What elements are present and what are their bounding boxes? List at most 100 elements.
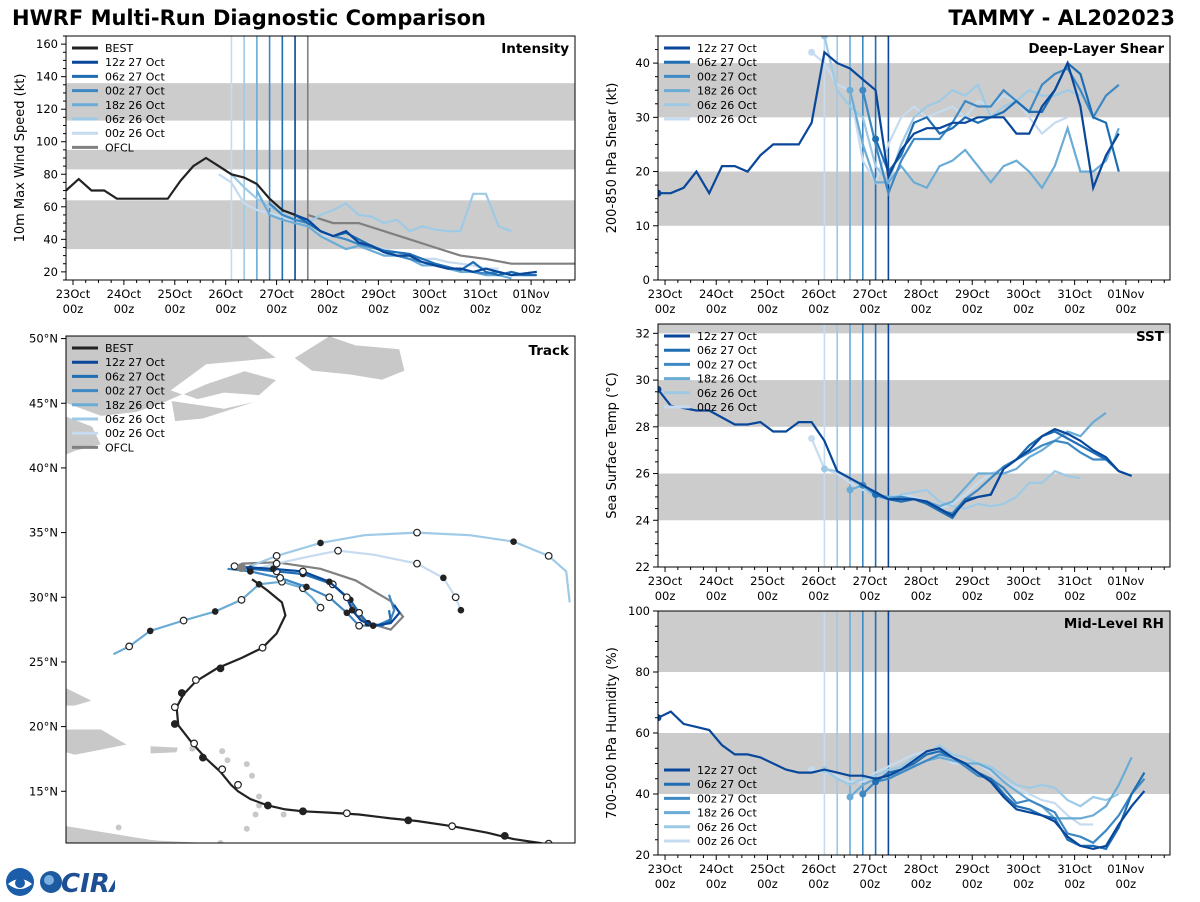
intensity-ytick-label: 120 bbox=[36, 102, 58, 116]
island bbox=[115, 824, 122, 831]
shear-legend-label: 06z 26 Oct bbox=[697, 99, 757, 112]
sst-legend-label: 18z 26 Oct bbox=[697, 373, 757, 386]
track-point-open bbox=[413, 528, 421, 537]
land-mass bbox=[149, 745, 179, 755]
rh-xtick-sublabel: 00z bbox=[706, 877, 727, 891]
track-legend-label: 06z 26 Oct bbox=[105, 413, 165, 426]
rh-xtick-label: 31Oct bbox=[1057, 862, 1092, 876]
track-point-open bbox=[355, 621, 364, 630]
intensity-xtick-sublabel: 00z bbox=[317, 302, 338, 316]
rh-xtick-label: 25Oct bbox=[750, 862, 785, 876]
intensity-xtick-sublabel: 00z bbox=[470, 302, 491, 316]
sst-ytick-label: 26 bbox=[635, 467, 650, 481]
shear-series-5 bbox=[810, 51, 1069, 186]
track-point-open bbox=[299, 567, 307, 576]
page-title: HWRF Multi-Run Diagnostic Comparison bbox=[12, 6, 487, 30]
track-best-point bbox=[258, 643, 267, 652]
island bbox=[256, 802, 263, 809]
sst-series-start-0 bbox=[658, 385, 662, 393]
island bbox=[219, 748, 226, 755]
sst-xtick-sublabel: 00z bbox=[860, 589, 881, 603]
shear-series-start-2 bbox=[859, 86, 867, 94]
sst-xtick-sublabel: 00z bbox=[962, 589, 983, 603]
track-legend-label: 00z 27 Oct bbox=[105, 385, 165, 398]
shear-xtick-label: 28Oct bbox=[904, 287, 939, 301]
intensity-panel-title: Intensity bbox=[501, 41, 569, 57]
track-point-filled bbox=[348, 606, 356, 614]
track-run-5 bbox=[255, 549, 462, 611]
shear-series-start-3 bbox=[846, 86, 854, 94]
intensity-ofcl-line bbox=[307, 213, 575, 265]
track-point-open bbox=[342, 593, 351, 602]
shear-series-start-0 bbox=[658, 189, 662, 197]
shear-ytick-label: 30 bbox=[635, 110, 650, 124]
track-point-filled bbox=[343, 609, 351, 617]
sst-series-start-5 bbox=[808, 434, 816, 442]
track-panel-title: Track bbox=[529, 343, 570, 359]
track-frame bbox=[65, 335, 576, 844]
sst-xtick-sublabel: 00z bbox=[757, 589, 778, 603]
shear-xtick-sublabel: 00z bbox=[962, 302, 983, 316]
shear-xtick-sublabel: 00z bbox=[757, 302, 778, 316]
shear-xtick-sublabel: 00z bbox=[1013, 302, 1034, 316]
shear-ytick-label: 20 bbox=[635, 165, 650, 179]
sst-ylabel: Sea Surface Temp (°C) bbox=[605, 372, 620, 519]
intensity-legend-label: BEST bbox=[105, 42, 133, 55]
intensity-xtick-label: 27Oct bbox=[259, 287, 294, 301]
sst-threshold-band bbox=[658, 324, 1170, 334]
sst-xtick-sublabel: 00z bbox=[911, 589, 932, 603]
shear-legend-label: 12z 27 Oct bbox=[697, 42, 757, 55]
track-run-3 bbox=[112, 580, 322, 656]
intensity-xtick-sublabel: 00z bbox=[114, 302, 135, 316]
track-point-filled bbox=[211, 608, 219, 615]
intensity-legend-label: 12z 27 Oct bbox=[105, 56, 165, 69]
rh-series-4 bbox=[823, 743, 1120, 808]
track-best-point-filled bbox=[171, 720, 179, 728]
intensity-ytick-label: 140 bbox=[36, 70, 58, 84]
track-legend-label: 18z 26 Oct bbox=[105, 399, 165, 412]
track-best-point bbox=[191, 676, 200, 684]
intensity-xtick-sublabel: 00z bbox=[266, 302, 287, 316]
track-point-filled bbox=[440, 574, 447, 582]
track-run-0 bbox=[234, 565, 401, 627]
sst-series-3 bbox=[849, 411, 1107, 508]
track-point-filled bbox=[317, 539, 324, 547]
sst-legend-label: 00z 27 Oct bbox=[697, 358, 757, 371]
sst-xtick-label: 24Oct bbox=[699, 574, 734, 588]
shear-legend-label: 06z 27 Oct bbox=[697, 56, 757, 69]
track-ytick-label: 20°N bbox=[29, 720, 58, 734]
rh-legend-label: 00z 26 Oct bbox=[697, 835, 757, 848]
island bbox=[217, 840, 224, 843]
intensity-xtick-sublabel: 00z bbox=[368, 302, 389, 316]
track-best-point bbox=[342, 809, 351, 818]
island bbox=[243, 825, 250, 832]
intensity-ytick-label: 100 bbox=[36, 135, 58, 149]
track-point-open bbox=[325, 593, 334, 602]
track-point-filled bbox=[457, 606, 465, 614]
rh-xtick-label: 29Oct bbox=[955, 862, 990, 876]
rh-series-start-2 bbox=[859, 790, 867, 798]
rh-series-start-1 bbox=[872, 778, 880, 786]
sst-series-4 bbox=[824, 467, 1081, 510]
track-ofcl-line bbox=[241, 561, 405, 631]
rh-xtick-label: 28Oct bbox=[904, 862, 939, 876]
track-point-open bbox=[179, 616, 188, 625]
sst-xtick-sublabel: 00z bbox=[808, 589, 829, 603]
track-point-open bbox=[413, 559, 421, 568]
rh-legend-label: 06z 26 Oct bbox=[697, 821, 757, 834]
shear-series-start-4 bbox=[820, 36, 828, 40]
sst-xtick-label: 26Oct bbox=[801, 574, 836, 588]
rh-xtick-sublabel: 00z bbox=[1013, 877, 1034, 891]
rh-xtick-sublabel: 00z bbox=[808, 877, 829, 891]
sst-ytick-label: 32 bbox=[635, 326, 650, 340]
shear-series-1 bbox=[874, 61, 1120, 174]
intensity-xtick-label: 01Nov bbox=[513, 287, 550, 301]
shear-ytick-label: 0 bbox=[643, 273, 650, 287]
shear-ytick-label: 40 bbox=[635, 56, 650, 70]
sst-xtick-label: 31Oct bbox=[1057, 574, 1092, 588]
track-best-point bbox=[544, 839, 553, 843]
land-mass bbox=[170, 400, 260, 422]
intensity-legend-label: 18z 26 Oct bbox=[105, 99, 165, 112]
track-best-point-filled bbox=[264, 802, 272, 809]
track-point-open bbox=[237, 595, 246, 604]
